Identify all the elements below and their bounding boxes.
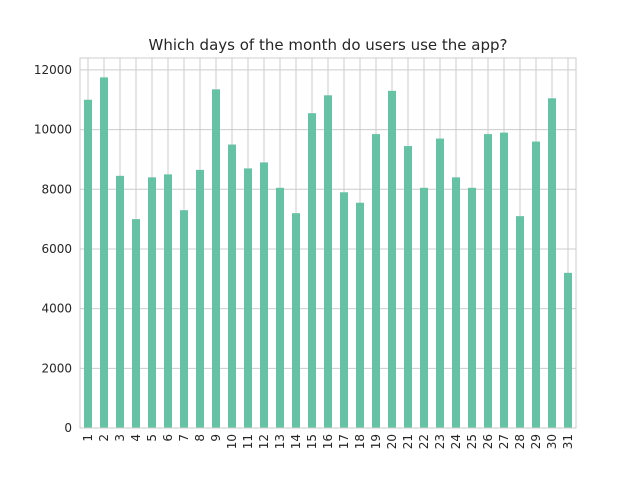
bar [484,134,492,428]
bar [164,174,172,428]
bar [532,141,540,428]
bar [516,216,524,428]
bar [292,213,300,428]
x-tick-label: 24 [449,434,463,449]
bar [116,175,124,428]
x-tick-label: 25 [465,434,479,449]
bar [356,202,364,428]
x-tick-label: 9 [209,434,223,442]
bar [196,169,204,429]
x-tick-label: 23 [433,434,447,449]
bar [84,99,92,428]
y-axis-ticks: 0 2000 4000 6000 8000 10000 12000 [34,63,72,435]
bar [548,98,556,428]
bar [452,177,460,428]
x-tick-label: 28 [513,434,527,449]
plot-frame [79,57,577,429]
bar [468,187,476,428]
x-tick-label: 10 [225,434,239,449]
bar [420,187,428,428]
x-tick-label: 6 [161,434,175,442]
bar [500,132,508,428]
y-tick-label: 0 [64,421,72,435]
bar [372,134,380,428]
x-tick-label: 13 [273,434,287,449]
x-tick-label: 29 [529,434,543,449]
bar [100,77,108,428]
x-tick-label: 27 [497,434,511,449]
x-tick-label: 14 [289,434,303,449]
x-tick-label: 16 [321,434,335,449]
bar [340,192,348,428]
bar [564,272,572,428]
x-tick-label: 26 [481,434,495,449]
bar [388,90,396,429]
bar [308,113,316,429]
x-tick-label: 21 [401,434,415,449]
y-tick-label: 4000 [41,302,72,316]
x-tick-label: 19 [369,434,383,449]
bar [404,146,412,428]
y-tick-label: 2000 [41,361,72,375]
bar [212,89,220,429]
x-tick-label: 3 [113,434,127,442]
x-tick-label: 1 [81,434,95,442]
x-tick-label: 20 [385,434,399,449]
x-tick-label: 7 [177,434,191,442]
bar [148,177,156,428]
x-tick-label: 31 [561,434,575,449]
x-tick-label: 11 [241,434,255,449]
bar [324,95,332,428]
bar [180,210,188,428]
y-tick-label: 6000 [41,242,72,256]
y-tick-label: 8000 [41,182,72,196]
x-tick-label: 18 [353,434,367,449]
x-tick-label: 15 [305,434,319,449]
x-tick-label: 4 [129,434,143,442]
bar [436,138,444,428]
x-tick-label: 22 [417,434,431,449]
x-tick-label: 2 [97,434,111,442]
bar [132,219,140,428]
x-tick-label: 5 [145,434,159,442]
x-axis-ticks: 1 2 3 4 5 6 7 8 9 10 11 12 13 14 15 16 17 18 19 20 21 22 23 24 2… [81,434,575,449]
bar [260,162,268,428]
bar [228,144,236,428]
x-tick-label: 8 [193,434,207,442]
bars [84,77,572,429]
y-tick-label: 10000 [34,123,72,137]
bar [276,187,284,428]
y-tick-label: 12000 [34,63,72,77]
x-tick-label: 12 [257,434,271,449]
x-tick-label: 30 [545,434,559,449]
x-tick-label: 17 [337,434,351,449]
bar [244,168,252,428]
chart-title: Which days of the month do users use the… [149,36,508,54]
